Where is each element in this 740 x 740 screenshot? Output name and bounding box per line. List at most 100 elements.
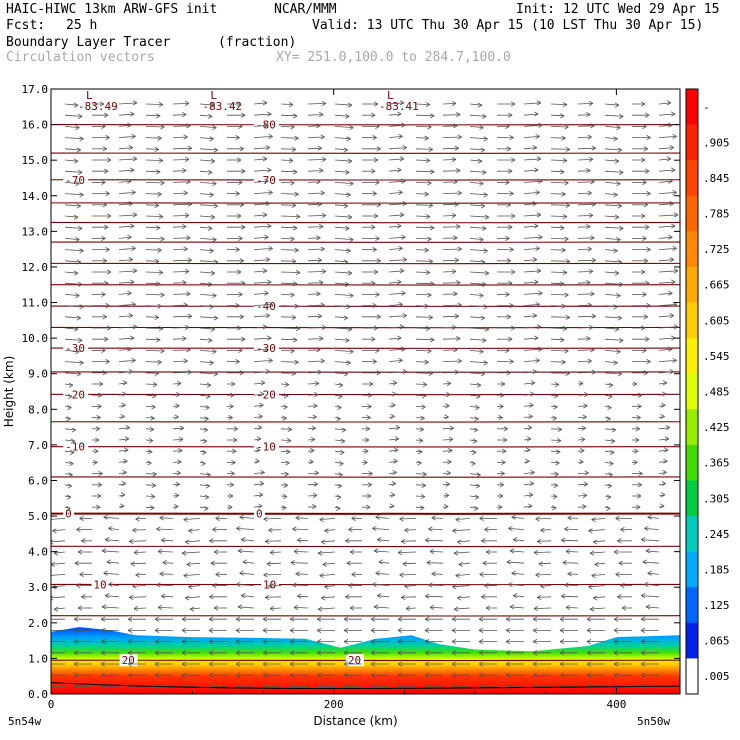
circulation-vector — [658, 393, 667, 396]
circulation-vector — [64, 383, 74, 386]
circulation-vector — [577, 405, 588, 407]
vector-head — [484, 270, 490, 276]
circulation-vector — [118, 438, 130, 441]
vector-head — [477, 102, 483, 108]
vector-head — [320, 246, 325, 252]
vector-head — [349, 181, 354, 187]
contour-label: 10 — [263, 578, 276, 591]
vector-head — [337, 405, 342, 411]
circulation-vector — [172, 147, 192, 150]
vector-head — [561, 303, 566, 309]
circulation-vector — [442, 405, 450, 407]
vector-head — [478, 639, 484, 645]
circulation-vector — [334, 193, 351, 196]
vector-head — [231, 459, 236, 465]
vector-head — [265, 594, 270, 600]
circulation-vector — [64, 271, 79, 274]
vector-head — [96, 504, 101, 510]
vector-head — [345, 225, 350, 231]
circulation-vector — [253, 382, 266, 385]
vector-head — [633, 459, 638, 465]
circulation-vector — [161, 595, 174, 598]
vector-head — [319, 112, 324, 118]
vector-head — [183, 573, 188, 579]
vector-head — [314, 470, 319, 476]
vector-head — [445, 403, 450, 409]
vector-head — [478, 672, 484, 678]
circulation-vector — [577, 304, 592, 306]
circulation-vector — [523, 180, 543, 183]
vector-head — [428, 146, 433, 152]
vector-head — [182, 112, 187, 118]
circulation-vector — [511, 572, 525, 575]
vector-head — [186, 123, 191, 129]
circulation-vector — [540, 529, 552, 531]
vector-head — [212, 527, 217, 533]
vector-head — [184, 324, 190, 330]
vector-head — [564, 526, 569, 532]
circulation-vector — [373, 550, 390, 553]
vector-head — [178, 448, 183, 454]
circulation-vector — [415, 495, 426, 497]
circulation-vector — [145, 350, 165, 352]
vector-head — [399, 268, 405, 274]
vector-head — [208, 169, 213, 175]
vector-head — [481, 538, 486, 544]
vector-head — [176, 392, 181, 398]
circulation-vector — [523, 158, 542, 161]
vector-head — [642, 559, 647, 565]
circulation-vector — [658, 259, 674, 262]
vector-head — [638, 392, 643, 398]
vector-head — [324, 584, 329, 590]
vector-head — [580, 448, 585, 454]
colorbar-label: .485 — [703, 386, 730, 399]
vector-head — [619, 169, 624, 175]
vector-head — [235, 359, 240, 365]
vector-head — [367, 403, 372, 409]
vector-head — [404, 527, 409, 533]
vector-head — [96, 493, 102, 499]
y-tick-label: 0.0 — [28, 688, 48, 701]
vector-head — [613, 639, 619, 645]
contour-label-bg — [119, 654, 138, 667]
circulation-vector — [172, 114, 187, 116]
circulation-vector — [415, 103, 431, 105]
vector-head — [375, 570, 380, 576]
vector-head — [527, 425, 532, 431]
vector-head — [587, 246, 592, 252]
vector-head — [485, 605, 491, 611]
circulation-vector — [550, 148, 570, 150]
circulation-vector — [415, 484, 426, 486]
circulation-vector — [523, 292, 543, 295]
circulation-vector — [388, 337, 402, 340]
vector-head — [320, 134, 325, 140]
vector-head — [613, 661, 619, 667]
vector-head — [128, 145, 133, 151]
vector-head — [366, 493, 372, 499]
circulation-vector — [550, 372, 570, 374]
circulation-vector — [550, 238, 569, 240]
vector-head — [505, 347, 510, 353]
circulation-vector — [658, 460, 668, 463]
vector-head — [208, 627, 214, 633]
circulation-vector — [388, 225, 402, 228]
vector-head — [371, 168, 376, 174]
vector-head — [453, 235, 458, 241]
circulation-vector — [334, 215, 353, 218]
circulation-vector — [415, 193, 429, 195]
vector-head — [157, 303, 162, 309]
circulation-vector — [469, 137, 488, 140]
vector-head — [660, 413, 665, 419]
vector-head — [505, 639, 511, 645]
circulation-vector — [415, 204, 433, 206]
vector-head — [100, 650, 106, 656]
vector-head — [188, 584, 193, 590]
vector-head — [161, 537, 166, 543]
vector-head — [373, 269, 379, 275]
circulation-vector — [253, 136, 273, 138]
circulation-vector — [181, 551, 201, 554]
circulation-vector — [53, 607, 66, 610]
vector-head — [500, 471, 505, 477]
vector-head — [209, 136, 214, 142]
circulation-vector — [322, 562, 336, 565]
